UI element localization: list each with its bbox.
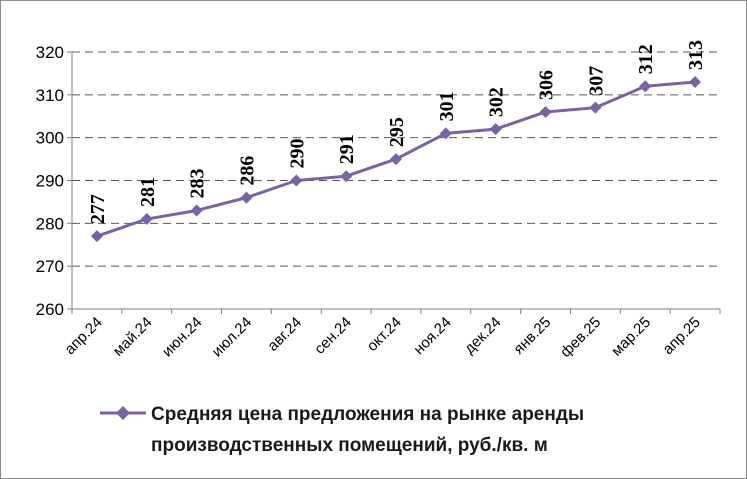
y-tick-label: 300 (36, 129, 64, 148)
y-tick-label: 270 (36, 257, 64, 276)
data-point-marker (689, 75, 702, 88)
data-point-marker (639, 80, 652, 93)
data-point-marker (240, 191, 253, 204)
y-tick-label: 310 (36, 86, 64, 105)
x-tick-label: ноя.24 (410, 314, 454, 358)
x-tick-label: июн.24 (159, 314, 206, 361)
data-label: 286 (236, 156, 258, 186)
data-point-marker (589, 101, 602, 114)
data-label: 313 (685, 40, 707, 70)
data-point-marker (390, 153, 402, 166)
data-point-marker (539, 105, 552, 118)
data-label: 307 (585, 66, 607, 96)
y-tick-label: 320 (36, 43, 64, 62)
data-label: 283 (187, 168, 209, 198)
data-label: 295 (386, 117, 408, 147)
legend: Средняя цена предложения на рынке аренды… (100, 404, 584, 456)
data-point-marker (190, 204, 203, 217)
x-tick-label: сен.24 (311, 314, 355, 358)
data-label: 306 (536, 70, 558, 100)
x-tick-label: апр.25 (660, 314, 704, 358)
data-labels: 277 281 283 286 290 291 295 301 302 306 307 312 313 (87, 40, 707, 224)
y-tick-label: 260 (36, 300, 64, 319)
data-label: 291 (336, 134, 358, 164)
x-tick-label: июл.24 (209, 314, 256, 361)
data-point-marker (439, 127, 452, 140)
x-tick-label: дек.24 (461, 314, 504, 357)
x-tick-label: окт.24 (364, 314, 405, 355)
legend-label-line2: производственных помещений, руб./кв. м (151, 435, 548, 456)
x-tick-label: мар.25 (608, 314, 654, 360)
data-point-marker (90, 230, 103, 243)
data-point-marker (340, 170, 353, 183)
x-tick-label: май.24 (110, 314, 156, 360)
x-tick-label: фев.25 (557, 314, 604, 361)
legend-diamond-marker (116, 406, 130, 420)
x-tick-label: янв.25 (510, 314, 554, 358)
data-label: 302 (486, 87, 508, 117)
x-tick-label: апр.24 (61, 314, 105, 358)
data-label: 301 (436, 91, 458, 121)
y-axis-ticks: 260 270 280 290 300 310 320 (36, 43, 72, 319)
data-point-marker (290, 174, 303, 187)
gridlines (72, 51, 720, 267)
x-axis-ticks: апр.24 май.24 июн.24 июл.24 авг.24 сен.24 окт.… (61, 309, 721, 361)
series-group (90, 75, 702, 243)
data-label: 281 (137, 177, 159, 207)
data-point-marker (140, 213, 153, 226)
data-point-marker (489, 123, 502, 136)
y-tick-label: 280 (36, 214, 64, 233)
data-label: 312 (635, 44, 657, 74)
y-tick-label: 290 (36, 172, 64, 191)
x-tick-label: авг.24 (264, 314, 305, 355)
legend-label-line1: Средняя цена предложения на рынке аренды (151, 404, 584, 425)
data-label: 277 (87, 194, 109, 224)
data-label: 290 (286, 139, 308, 169)
